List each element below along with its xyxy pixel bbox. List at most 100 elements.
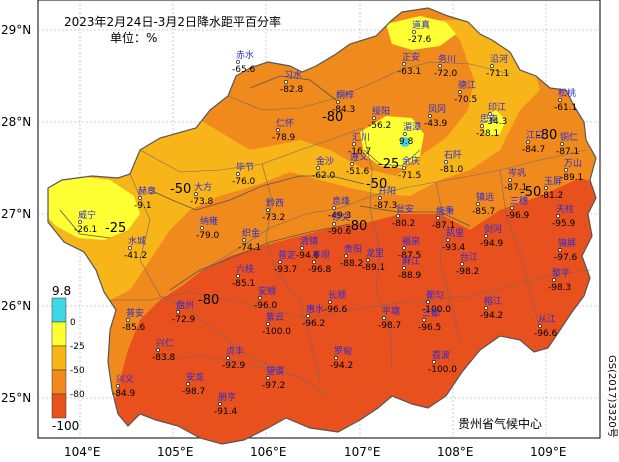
station-33: 纳雍 -79.0	[196, 215, 220, 241]
station-name: 紫云	[266, 312, 284, 323]
station-value: -84.7	[522, 145, 545, 155]
station-value: -83.8	[152, 353, 176, 363]
station-44: 凯里 -93.4	[442, 227, 466, 253]
station-marker	[366, 258, 370, 262]
station-59: 普安 -85.6	[122, 307, 146, 333]
station-55: 安顺 -96.0	[254, 285, 278, 311]
station-value: -100.0	[422, 305, 451, 315]
station-value: -100.0	[428, 365, 457, 375]
station-name: 大方	[194, 181, 212, 193]
station-66: 罗甸 -94.2	[330, 345, 353, 371]
station-26: 黔西 -73.2	[262, 197, 285, 223]
legend-swatch-4	[51, 393, 67, 419]
station-6: 桐梓 -84.3	[332, 89, 355, 115]
station-name: 德江	[458, 79, 476, 91]
station-14: 思南 -28.1	[476, 113, 499, 139]
station-name: 务川	[438, 53, 456, 65]
station-value: -73.2	[262, 213, 285, 223]
station-value: -84.9	[112, 389, 136, 399]
station-30: 岑巩 -87.1	[504, 167, 527, 193]
station-marker	[382, 316, 386, 320]
station-value: -100.0	[262, 327, 291, 337]
x-tick: 108°E	[437, 445, 474, 459]
station-value: -81.2	[540, 191, 563, 201]
station-value: -71.5	[398, 171, 421, 181]
station-marker	[226, 356, 230, 360]
x-tick: 106°E	[250, 445, 287, 459]
station-name: 三都	[422, 308, 440, 319]
station-marker	[266, 376, 270, 380]
station-51: 麻江 -88.9	[398, 255, 422, 281]
station-name: 仁怀	[276, 117, 294, 129]
station-value: -95.9	[552, 219, 576, 229]
station-name: 正安	[402, 51, 420, 63]
station-58: 榕江 -94.2	[480, 295, 503, 321]
station-40: 水城 -41.2	[124, 235, 147, 261]
station-name: 台江	[460, 251, 478, 263]
station-41: 清镇 -94.6	[296, 235, 320, 261]
station-value: -87.3	[374, 201, 397, 211]
station-marker	[526, 140, 530, 144]
station-value: -81.0	[440, 165, 464, 175]
station-name: 息烽	[332, 195, 350, 207]
station-value: -16.7	[348, 147, 371, 157]
station-name: 普安	[126, 307, 144, 319]
station-value: -87.1	[504, 183, 527, 193]
station-11: 仁怀 -78.9	[272, 117, 296, 143]
station-marker	[352, 142, 356, 146]
station-name: 盘州	[176, 299, 194, 311]
station-value: -96.0	[254, 301, 278, 311]
station-name: 织金	[242, 227, 260, 239]
y-tick: 29°N	[1, 23, 31, 37]
station-marker	[186, 382, 190, 386]
station-1: 赤水 -65.6	[232, 49, 256, 75]
station-marker	[312, 260, 316, 264]
station-value: -76.0	[232, 177, 256, 187]
station-52: 台江 -98.2	[456, 251, 479, 277]
legend-label: -25	[70, 342, 85, 352]
contour-label: -80	[322, 110, 343, 125]
station-value: -96.2	[302, 319, 325, 329]
y-tick: 27°N	[1, 207, 31, 221]
x-tick: 107°E	[344, 445, 381, 459]
station-24: 赫章 -9.1	[134, 185, 156, 211]
station-marker	[278, 260, 282, 264]
station-marker	[552, 278, 556, 282]
station-marker	[372, 116, 376, 120]
station-name: 龙里	[366, 247, 384, 259]
x-tick: 109°E	[530, 445, 567, 459]
station-12: 绥阳 -56.2	[368, 106, 391, 131]
station-value: -71.1	[486, 69, 509, 79]
station-value: -41.2	[124, 251, 147, 261]
station-name: 兴义	[116, 374, 134, 385]
station-value: -94.9	[480, 239, 504, 249]
station-value: -98.3	[548, 283, 571, 293]
station-value: -73.8	[190, 197, 214, 207]
band-25-north	[386, 16, 456, 50]
station-marker	[402, 62, 406, 66]
station-25: 大方 -73.8	[190, 181, 214, 207]
station-value: -63.1	[398, 67, 421, 77]
station-value: -84.3	[332, 105, 355, 115]
station-72: 望谟 -97.2	[262, 365, 285, 391]
station-marker	[116, 384, 120, 388]
station-marker	[460, 262, 464, 266]
station-name: 沿河	[490, 53, 508, 65]
station-5: 习水 -82.8	[280, 69, 304, 95]
contour-lines	[59, 75, 471, 291]
station-marker	[194, 192, 198, 196]
station-35: 修文 -90.6	[328, 211, 352, 237]
station-value: -28.1	[476, 129, 499, 139]
station-29: 镇远 -85.7	[472, 191, 495, 217]
station-marker	[242, 238, 246, 242]
station-value: -9.1	[134, 201, 152, 211]
station-47: 六枝 -85.1	[232, 263, 255, 289]
station-23: 金沙 -62.0	[312, 155, 336, 181]
station-name: 望谟	[266, 365, 284, 377]
station-45: 剑河 -94.9	[480, 223, 504, 249]
station-37: 施秉 -87.1	[432, 205, 455, 231]
station-name: 开阳	[378, 186, 396, 197]
province-border	[47, 7, 597, 445]
station-marker	[306, 314, 310, 318]
